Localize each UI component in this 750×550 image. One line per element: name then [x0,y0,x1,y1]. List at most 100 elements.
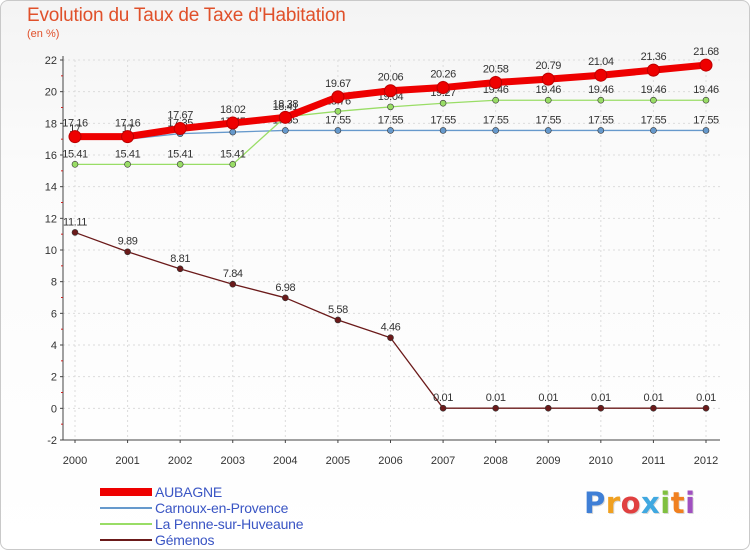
data-point-carnoux-en-provence [439,127,447,134]
data-label-carnoux-en-provence: 17.55 [378,114,404,126]
x-tick-label: 2004 [273,455,297,467]
data-point-carnoux-en-provence [229,128,237,136]
logo-letter: r [605,486,621,520]
legend-label-carnoux: Carnoux-en-Provence [155,500,289,516]
legend-label-la-penne: La Penne-sur-Huveaune [155,516,304,532]
x-tick-label: 2000 [63,455,87,467]
legend-swatch-carnoux [100,507,152,509]
data-label-gemenos: 0.01 [433,392,453,404]
data-label-gemenos: 0.01 [538,392,558,404]
x-tick-label: 2005 [326,455,350,467]
data-label-carnoux-en-provence: 17.55 [641,114,667,126]
data-point-carnoux-en-provence [282,127,289,134]
legend-swatch-la-penne [100,523,152,525]
data-point-gemenos [71,229,79,236]
y-tick-label: 8 [51,277,57,289]
data-point-aubagne [226,116,240,130]
data-label-aubagne: 21.36 [641,51,667,63]
data-label-gemenos: 11.11 [63,216,87,228]
data-label-gemenos: 6.98 [275,282,295,294]
data-label-aubagne: 19.67 [325,78,351,90]
data-label-carnoux-en-provence: 17.55 [588,114,614,126]
logo-letter: t [670,486,686,520]
data-point-aubagne [68,130,82,144]
data-label-aubagne: 18.02 [220,104,246,116]
data-point-la-penne-sur-huveaune [544,96,552,104]
data-point-gemenos [544,404,552,412]
x-tick-label: 2012 [694,455,718,467]
logo-letter: i [660,486,671,520]
logo-letter: P [584,486,606,520]
data-label-carnoux-en-provence: 17.55 [430,114,456,126]
data-label-la-penne-sur-huveaune: 19.46 [693,84,719,96]
data-point-gemenos [334,316,342,324]
data-point-la-penne-sur-huveaune [702,96,710,104]
data-point-aubagne [278,110,292,124]
data-label-carnoux-en-provence: 17.55 [693,114,719,126]
x-tick-label: 2001 [115,455,139,467]
data-point-carnoux-en-provence [387,127,394,134]
data-point-gemenos [439,404,447,412]
legend-label-gemenos: Gémenos [155,532,215,548]
legend-swatch-aubagne [100,488,152,496]
data-point-carnoux-en-provence [544,127,552,134]
data-label-la-penne-sur-huveaune: 15.41 [62,148,88,160]
data-point-aubagne [331,90,345,104]
y-tick-label: 18 [45,118,57,130]
data-point-la-penne-sur-huveaune [176,161,184,168]
data-label-aubagne: 17.67 [167,110,193,122]
data-label-gemenos: 8.81 [170,253,190,265]
y-tick-label: 0 [51,403,57,415]
chart-title: Evolution du Taux de Taxe d'Habitation [27,5,346,26]
data-label-gemenos: 9.89 [118,236,138,248]
x-tick-label: 2006 [378,455,402,467]
data-label-gemenos: 0.01 [644,392,664,404]
data-point-aubagne [384,84,397,98]
data-label-la-penne-sur-huveaune: 19.46 [588,84,614,96]
x-tick-label: 2003 [221,455,245,467]
logo-letter: o [620,486,642,520]
data-point-aubagne [699,58,713,72]
data-point-carnoux-en-provence [492,127,499,134]
data-point-la-penne-sur-huveaune [124,161,131,168]
data-label-aubagne: 20.79 [535,60,561,72]
x-tick-label: 2011 [642,455,666,467]
data-point-carnoux-en-provence [334,127,342,134]
data-label-aubagne: 20.26 [430,69,456,81]
data-label-aubagne: 18.38 [273,98,299,110]
data-point-aubagne [489,75,503,89]
y-tick-label: 16 [45,150,57,162]
x-tick-label: 2010 [589,455,613,467]
data-label-aubagne: 17.16 [115,118,141,130]
y-tick-label: 6 [51,308,57,320]
data-label-gemenos: 0.01 [591,392,611,404]
proxiti-logo: Proxiti [584,486,696,520]
data-point-la-penne-sur-huveaune [334,108,342,115]
data-point-aubagne [436,81,450,95]
data-point-carnoux-en-provence [702,127,710,134]
y-tick-label: 14 [45,182,57,194]
data-label-carnoux-en-provence: 17.55 [483,114,509,126]
data-point-la-penne-sur-huveaune [597,96,605,104]
data-label-la-penne-sur-huveaune: 19.46 [483,84,509,96]
y-tick-label: 20 [45,87,57,99]
data-label-aubagne: 20.58 [483,63,509,75]
data-point-carnoux-en-provence [650,127,657,134]
data-point-carnoux-en-provence [597,127,605,134]
y-tick-label: 10 [45,245,57,257]
y-tick-label: 22 [45,55,57,67]
data-label-aubagne: 20.06 [378,72,404,84]
y-tick-label: 4 [51,340,57,352]
data-point-la-penne-sur-huveaune [229,161,237,168]
data-point-aubagne [541,72,555,86]
logo-letter: x [641,486,661,520]
data-point-la-penne-sur-huveaune [492,96,499,104]
data-label-aubagne: 21.04 [588,56,614,68]
x-tick-label: 2009 [536,455,560,467]
data-point-gemenos [282,294,289,302]
data-label-gemenos: 4.46 [381,322,401,334]
data-label-carnoux-en-provence: 17.55 [535,114,561,126]
data-point-gemenos [124,248,131,256]
data-point-gemenos [176,265,184,273]
